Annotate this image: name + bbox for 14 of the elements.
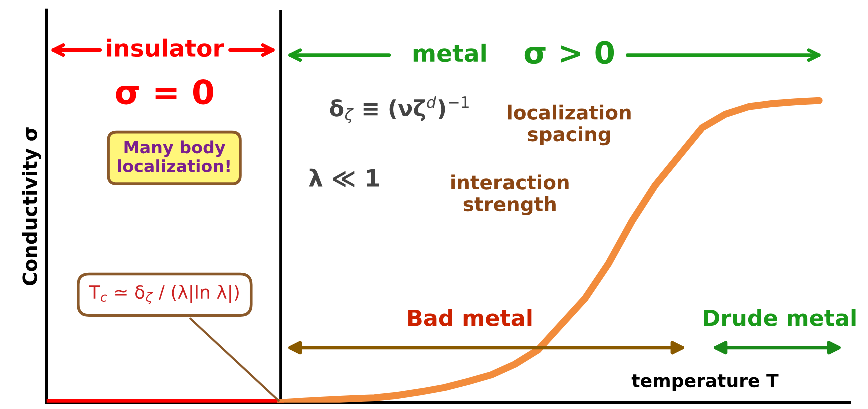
annotation: T$_{c}$ ≃ δ$_{ζ}$ / (λ|ln λ|): [89, 285, 239, 304]
text: insulator: [107, 38, 224, 58]
annotation: Many body localization!: [118, 140, 230, 172]
y-axis-title: Conductivity σ: [22, 128, 42, 286]
annotation: λ ≪ 1: [309, 168, 380, 188]
annotation: σ = 0: [116, 79, 214, 105]
text: metal: [414, 44, 486, 62]
annotation: Drude metal: [704, 309, 856, 326]
annotation: interaction strength: [452, 174, 569, 216]
annotation: localization spacing: [508, 104, 631, 146]
x-axis-title: temperature T: [632, 374, 779, 392]
text: σ > 0: [524, 41, 614, 64]
annotation: Bad metal: [408, 309, 532, 326]
annotation: δ$_{ζ}$ ≡ (νζ$^{d}$)$^{−1}$: [330, 96, 469, 124]
